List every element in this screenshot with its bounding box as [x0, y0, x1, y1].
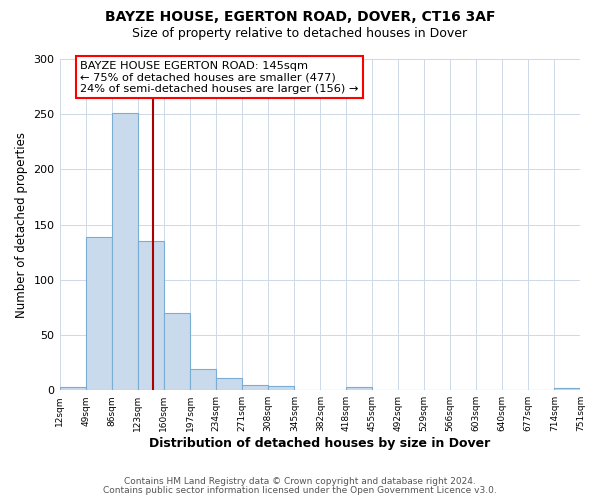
Bar [268, 386, 294, 390]
Text: Contains public sector information licensed under the Open Government Licence v3: Contains public sector information licen… [103, 486, 497, 495]
Bar [216, 378, 242, 390]
Bar [554, 388, 581, 390]
Text: BAYZE HOUSE EGERTON ROAD: 145sqm
← 75% of detached houses are smaller (477)
24% : BAYZE HOUSE EGERTON ROAD: 145sqm ← 75% o… [80, 60, 359, 94]
Bar [190, 369, 216, 390]
Text: Size of property relative to detached houses in Dover: Size of property relative to detached ho… [133, 28, 467, 40]
Bar [346, 387, 372, 390]
Bar [164, 313, 190, 390]
Bar [242, 384, 268, 390]
Text: BAYZE HOUSE, EGERTON ROAD, DOVER, CT16 3AF: BAYZE HOUSE, EGERTON ROAD, DOVER, CT16 3… [105, 10, 495, 24]
Bar [59, 387, 86, 390]
Bar [138, 241, 164, 390]
Bar [86, 236, 112, 390]
Y-axis label: Number of detached properties: Number of detached properties [15, 132, 28, 318]
Text: Contains HM Land Registry data © Crown copyright and database right 2024.: Contains HM Land Registry data © Crown c… [124, 477, 476, 486]
X-axis label: Distribution of detached houses by size in Dover: Distribution of detached houses by size … [149, 437, 491, 450]
Bar [112, 113, 138, 390]
